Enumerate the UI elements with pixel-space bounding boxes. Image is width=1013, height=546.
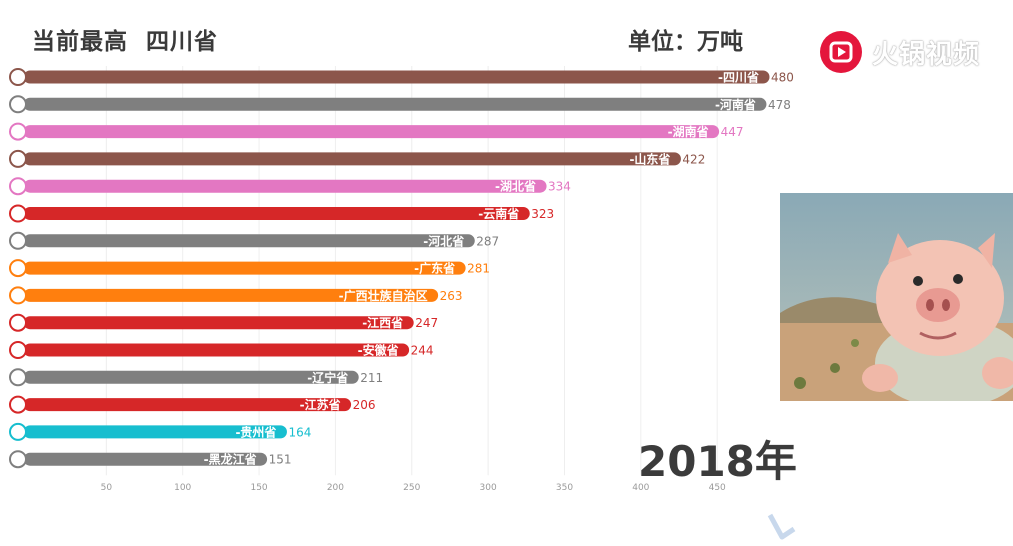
current-highest-label: 当前最高 <box>32 29 128 55</box>
bar-category-label: -湖南省 <box>668 124 709 139</box>
current-highest-header: 当前最高 四川省 <box>32 22 218 56</box>
bar-value-label: 323 <box>531 207 554 221</box>
bar-category-label: -广东省 <box>414 261 455 276</box>
bar-start-marker <box>9 286 27 305</box>
bar-start-marker <box>9 231 27 250</box>
bar-start-marker <box>9 368 27 387</box>
huoguo-play-icon <box>820 31 862 73</box>
unit-label: 单位：万吨 <box>628 29 743 55</box>
x-tick-label: 300 <box>480 483 497 493</box>
bar-category-label: -湖北省 <box>495 179 536 194</box>
x-tick-label: 350 <box>556 483 573 493</box>
bar-start-marker <box>9 259 27 278</box>
x-tick-label: 200 <box>327 483 344 493</box>
bar-category-label: -四川省 <box>718 70 759 85</box>
logo-text: 火锅视频 <box>872 39 981 70</box>
x-tick-label: 250 <box>403 483 420 493</box>
bar-category-label: -安徽省 <box>358 343 399 358</box>
bar-value-label: 480 <box>771 71 794 85</box>
bar-start-marker <box>9 177 27 196</box>
bar-value-label: 334 <box>548 180 571 194</box>
bar-start-marker <box>9 313 27 332</box>
bar-category-label: -贵州省 <box>235 424 276 439</box>
bar-start-marker <box>9 95 27 114</box>
current-highest-value: 四川省 <box>146 29 218 55</box>
bar-start-marker <box>9 149 27 168</box>
cartoon-pig-image <box>780 193 1013 401</box>
bar-start-marker <box>9 68 27 86</box>
x-tick-label: 100 <box>174 483 191 493</box>
bar-value-label: 244 <box>411 344 434 358</box>
bar-category-label: -江苏省 <box>300 397 341 412</box>
bar-value-label: 281 <box>467 262 490 276</box>
bar-value-label: 206 <box>353 398 376 412</box>
bar-category-label: -云南省 <box>478 206 519 221</box>
x-tick-label: 400 <box>632 483 649 493</box>
bar-start-marker <box>9 395 27 414</box>
bar-value-label: 447 <box>721 125 744 139</box>
bar-value-label: 164 <box>288 425 311 439</box>
bar-category-label: -辽宁省 <box>307 370 348 385</box>
bar-value-label: 151 <box>269 453 292 467</box>
bar-category-label: -广西壮族自治区 <box>339 288 428 303</box>
bar-value-label: 247 <box>415 316 438 330</box>
bar-category-label: -江西省 <box>362 315 403 330</box>
bar-value-label: 211 <box>360 371 383 385</box>
bar-value-label: 422 <box>682 152 705 166</box>
bar-category-label: -河北省 <box>423 233 464 248</box>
bar-category-label: -河南省 <box>715 97 756 112</box>
bar-value-label: 287 <box>476 234 499 248</box>
x-tick-label: 450 <box>709 483 726 493</box>
bar-start-marker <box>9 341 27 359</box>
bar-start-marker <box>9 422 27 441</box>
watermark-icon <box>767 513 796 540</box>
bar-category-label: -黑龙江省 <box>204 452 257 467</box>
bar-value-label: 478 <box>768 98 791 112</box>
x-tick-label: 50 <box>101 483 113 493</box>
bar-start-marker <box>9 204 27 223</box>
huoguo-logo: 火锅视频 <box>820 30 980 74</box>
bar-value-label: 263 <box>440 289 463 303</box>
bar-category-label: -山东省 <box>629 151 670 166</box>
year-label: 2018年 <box>638 437 797 486</box>
x-tick-label: 150 <box>250 483 267 493</box>
bar-start-marker <box>9 450 27 469</box>
bar-start-marker <box>9 122 27 141</box>
